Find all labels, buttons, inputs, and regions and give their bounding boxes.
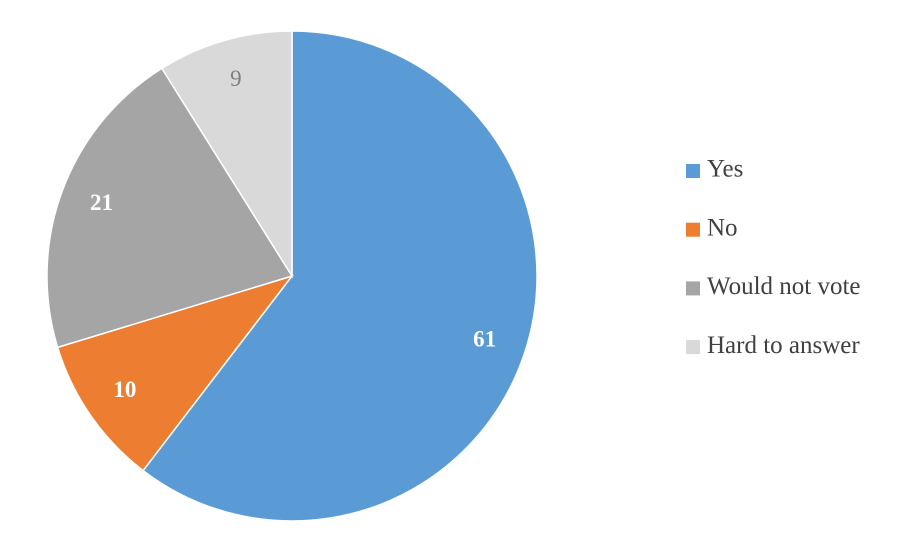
data-label: 21 bbox=[90, 190, 113, 215]
data-label: 61 bbox=[473, 327, 496, 352]
legend-swatch bbox=[686, 281, 700, 296]
legend-label: No bbox=[707, 214, 738, 241]
legend-label: Would not vote bbox=[707, 273, 861, 300]
data-label: 10 bbox=[113, 377, 136, 402]
legend-swatch bbox=[686, 164, 700, 178]
pie-slice bbox=[160, 30, 293, 279]
pie-slice bbox=[56, 274, 295, 472]
legend-label: Hard to answer bbox=[707, 332, 860, 359]
pie-slice bbox=[142, 30, 538, 522]
legend-label: Yes bbox=[707, 156, 743, 183]
pie-slice bbox=[46, 67, 294, 349]
data-label: 9 bbox=[230, 66, 242, 91]
legend-swatch bbox=[686, 340, 700, 355]
legend-swatch bbox=[686, 222, 700, 237]
